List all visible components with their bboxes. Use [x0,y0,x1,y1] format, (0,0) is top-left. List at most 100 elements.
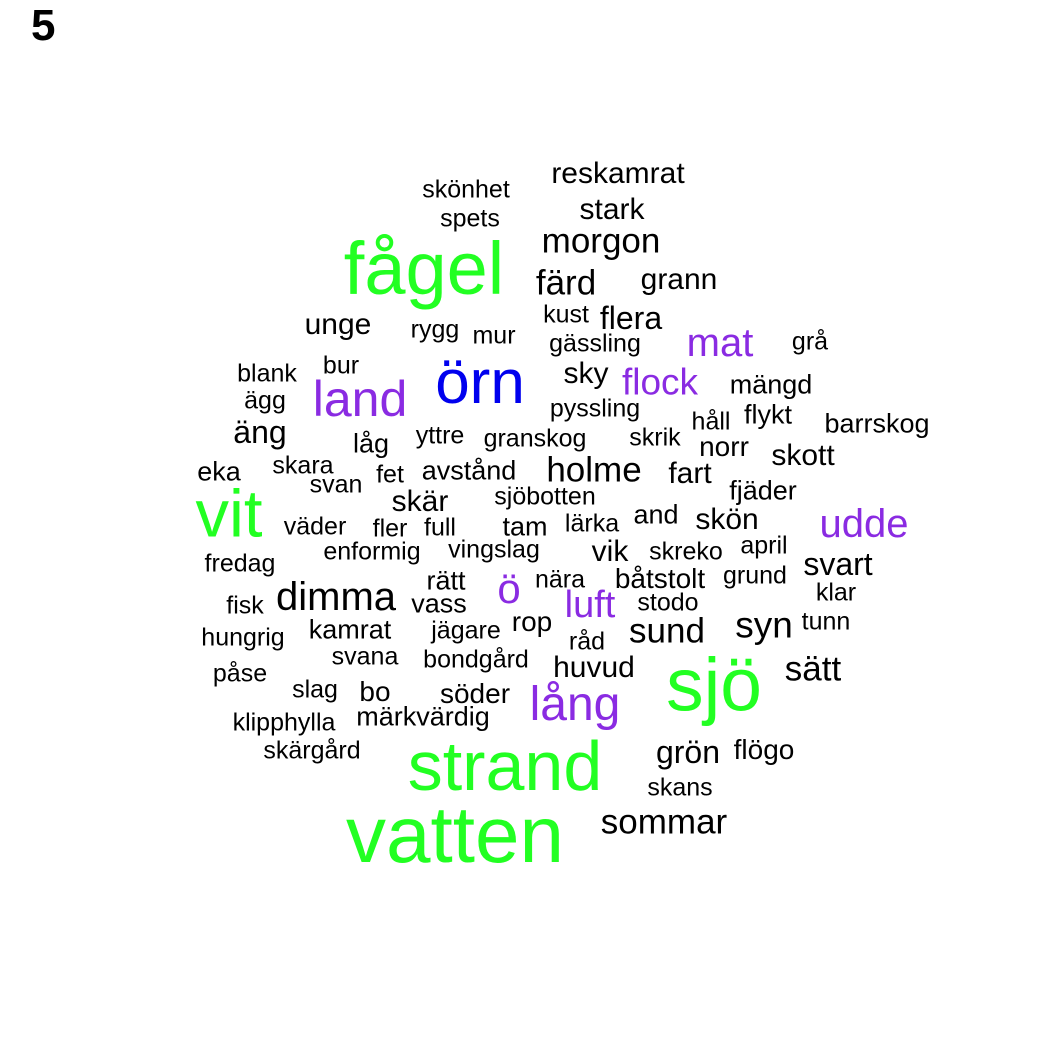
word-klipphylla: klipphylla [232,708,336,737]
word-fard: färd [535,263,597,303]
word-norr: norr [699,431,749,462]
word-rygg: rygg [410,315,460,344]
word-jagare: jägare [431,616,501,645]
word-kamrat: kamrat [308,614,392,645]
word-skargard: skärgård [263,736,361,765]
panel-label: 5 [31,1,56,50]
word-hall: håll [691,407,731,436]
word-reskamrat: reskamrat [551,157,685,190]
word-barrskog: barrskog [824,408,930,439]
word-unge: unge [304,308,372,341]
word-kust: kust [543,300,589,329]
word-markvardig: märkvärdig [356,701,490,732]
word-sommar: sommar [600,802,728,842]
word-sky: sky [563,357,609,390]
word-tam: tam [502,511,548,542]
word-sjo: sjö [666,642,762,727]
word-nara: nära [534,565,586,594]
word-april: april [740,531,788,560]
word-skon: skön [695,503,759,536]
word-flykt: flykt [743,399,793,430]
word-skonhet: skönhet [422,175,510,204]
word-rad: råd [568,627,606,656]
word-svana: svana [331,642,399,671]
word-skans: skans [647,773,713,802]
word-fler: fler [372,514,408,543]
word-flera: flera [599,300,663,336]
word-lag: låg [352,428,390,459]
word-satt: sätt [784,649,842,689]
word-avstand: avstånd [421,455,517,486]
word-enformig: enformig [323,537,421,566]
word-sjobotten: sjöbotten [494,482,596,511]
word-vingslag: vingslag [448,535,540,564]
word-morgon: morgon [541,221,661,261]
word-vatten: vatten [346,790,564,879]
word-flogo: flögo [733,734,795,765]
word-vik: vik [591,535,629,568]
word-tunn: tunn [801,607,851,636]
word-spets: spets [440,204,500,233]
word-mur: mur [472,321,516,350]
word-flock: flock [621,361,699,403]
word-bur: bur [322,351,360,380]
word-larka: lärka [564,509,620,538]
word-hungrig: hungrig [201,623,285,652]
word-stark: stark [579,193,645,226]
word-pyssling: pyssling [549,394,641,423]
word-and: and [633,499,679,530]
word-gassling: gässling [549,329,641,358]
word-syn: syn [735,604,793,646]
word-pase: påse [212,659,268,688]
word-huvud: huvud [553,651,635,684]
word-skar: skär [391,485,449,518]
word-skreko: skreko [649,537,723,566]
word-fredag: fredag [204,549,276,578]
word-fart: fart [668,457,712,490]
word-bo: bo [359,676,391,707]
word-luft: luft [564,584,616,626]
word-full: full [424,513,456,542]
word-o: ö [497,565,521,612]
word-fagel: fågel [343,227,505,310]
word-skott: skott [771,439,835,472]
word-skara: skara [272,451,334,480]
word-stodo: stodo [637,588,699,617]
word-udde: udde [819,502,909,546]
word-soder: söder [439,678,511,709]
word-ang: äng [233,414,287,450]
word-svart: svart [803,546,873,582]
word-mat: mat [686,321,754,365]
word-lang: lång [529,678,621,731]
word-skrik: skrik [629,423,681,452]
word-strand: strand [407,727,603,805]
word-grann: grann [640,263,718,296]
word-agg: ägg [244,386,286,415]
word-holme: holme [546,450,642,490]
word-batstolt: båtstolt [614,563,706,594]
word-sund: sund [629,611,705,651]
word-blank: blank [237,359,297,388]
word-svan: svan [309,470,363,499]
word-yttre: yttre [415,421,465,450]
word-klar: klar [815,578,857,607]
word-slag: slag [292,675,338,704]
word-fjader: fjäder [729,475,797,506]
word-land: land [312,371,408,427]
word-fisk: fisk [226,591,264,620]
word-gron: grön [655,734,721,770]
word-bondgard: bondgård [423,645,529,674]
word-granskog: granskog [483,424,587,453]
word-gra: grå [791,327,829,356]
word-mangd: mängd [729,369,813,400]
word-dimma: dimma [275,575,397,619]
word-grund: grund [723,561,787,590]
word-rop: rop [511,606,553,637]
word-orn: örn [435,348,525,417]
word-vit: vit [195,476,263,552]
word-vader: väder [283,512,347,541]
word-eka: eka [197,456,241,487]
word-vass: vass [411,588,467,619]
word-fet: fet [376,460,404,489]
